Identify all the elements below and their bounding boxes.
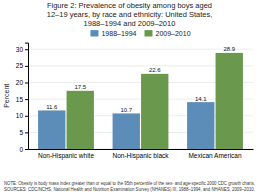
tick-mark — [25, 132, 28, 133]
title: Figure 2: Prevalence of obesity among bo… — [47, 1, 213, 28]
axis-title: Percent — [3, 84, 10, 108]
tick: 20 — [16, 79, 28, 86]
tick-mark — [25, 116, 28, 117]
title-line: Figure 2: Prevalence of obesity among bo… — [47, 1, 212, 10]
tick: 5 — [19, 129, 28, 136]
tick-label: Non-Hispanic white — [38, 152, 94, 160]
tick-mark — [25, 99, 28, 100]
bar — [67, 91, 94, 149]
tick: 25 — [16, 62, 28, 69]
data-label: 10.7 — [120, 107, 132, 113]
tick-label: 5 — [19, 129, 23, 136]
data-label: 11.6 — [46, 104, 58, 110]
tick-mark — [25, 49, 28, 50]
note-line: NOTE: Obesity is body mass index greater… — [4, 181, 255, 186]
legend-label: 1988–1994 — [101, 30, 136, 37]
bar — [187, 102, 214, 149]
data-label: 17.5 — [74, 84, 86, 90]
x-axis: Non-Hispanic white Non-Hispanic black Mexi… — [29, 149, 254, 160]
tick-mark — [25, 66, 28, 67]
legend-label: 2009–2010 — [156, 30, 191, 37]
tick-label: 10 — [16, 112, 24, 119]
tick: Non-Hispanic white — [38, 149, 94, 160]
bar — [38, 110, 65, 149]
y-axis: 0 5 10 15 20 25 30 — [16, 43, 29, 152]
legend: 1988–1994 2009–2010 — [90, 30, 190, 37]
data-label: 22.6 — [149, 67, 161, 73]
tick-label: 20 — [16, 79, 24, 86]
tick-label: Mexican American — [188, 152, 241, 159]
bar — [216, 53, 243, 149]
bar — [113, 113, 140, 149]
tick: 30 — [16, 46, 28, 53]
legend-swatch — [145, 30, 153, 36]
bar-series — [38, 102, 214, 149]
legend-item: 2009–2010 — [145, 30, 191, 37]
tick-label: 30 — [16, 46, 24, 53]
data-label: 28.9 — [223, 46, 235, 52]
title-line: 12–19 years, by race and ethnicity: Unit… — [47, 10, 213, 19]
tick-label: 0 — [19, 146, 23, 153]
grid — [28, 49, 253, 149]
legend-swatch — [90, 30, 98, 36]
bars — [38, 53, 243, 149]
tick: 15 — [16, 96, 28, 103]
legend-item: 1988–1994 — [90, 30, 136, 37]
tick-label: 25 — [16, 62, 24, 69]
tick: Non-Hispanic black — [113, 149, 170, 160]
data-labels: 11.6 10.7 14.1 17.5 22.6 28.9 — [46, 46, 236, 113]
tick: 10 — [16, 112, 28, 119]
chart: Figure 2: Prevalence of obesity among bo… — [0, 0, 259, 194]
tick-mark — [25, 83, 28, 84]
tick-label: 15 — [16, 96, 24, 103]
tick-label: Non-Hispanic black — [113, 152, 170, 160]
axis-line — [29, 149, 254, 150]
bar-series — [67, 53, 243, 149]
tick-mark — [25, 149, 28, 150]
note: NOTE: Obesity is body mass index greater… — [4, 181, 255, 192]
grid-line — [28, 49, 253, 50]
tick: 0 — [19, 146, 28, 153]
axis-line — [25, 43, 29, 149]
bar — [141, 74, 168, 149]
data-label: 14.1 — [195, 96, 207, 102]
tick: Mexican American — [188, 149, 241, 159]
title-line: 1988–1994 and 2009–2010 — [84, 19, 176, 28]
note-line: SOURCES: CDC/NCHS, National Health and N… — [4, 187, 255, 192]
